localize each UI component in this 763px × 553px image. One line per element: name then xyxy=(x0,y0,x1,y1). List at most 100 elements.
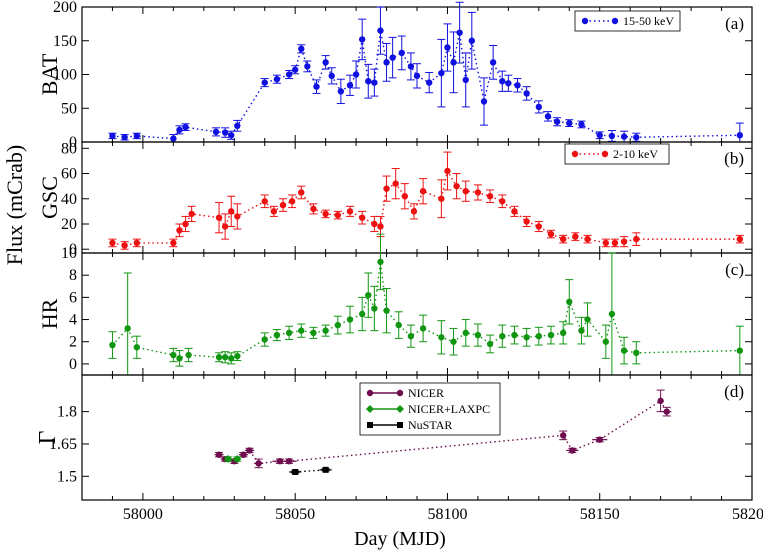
data-point xyxy=(328,72,335,80)
y-tick-label: 50 xyxy=(61,100,77,117)
data-point xyxy=(620,347,628,354)
data-point xyxy=(535,103,543,111)
data-point xyxy=(371,305,378,312)
data-point xyxy=(474,189,482,196)
y-tick-label: 60 xyxy=(61,166,77,183)
panel-ylabel: BAT xyxy=(37,53,62,95)
x-tick-label: 58200 xyxy=(732,506,763,523)
data-point xyxy=(188,210,195,218)
data-point xyxy=(523,90,530,97)
data-point xyxy=(383,307,390,314)
data-point xyxy=(215,354,223,361)
data-point xyxy=(559,432,567,439)
data-point xyxy=(109,341,116,349)
data-point xyxy=(358,310,366,318)
y-tick-label: 20 xyxy=(61,216,77,233)
data-point xyxy=(578,121,585,128)
legend-marker xyxy=(581,17,589,25)
data-point xyxy=(304,63,311,70)
data-point xyxy=(596,132,603,139)
data-point xyxy=(292,468,299,475)
data-point xyxy=(377,258,384,266)
data-point xyxy=(559,235,567,243)
data-point xyxy=(438,195,445,202)
series-connector xyxy=(112,30,740,140)
data-point xyxy=(474,331,482,339)
x-axis-label: Day (MJD) xyxy=(354,528,446,550)
data-point xyxy=(371,220,378,228)
data-point xyxy=(611,239,619,247)
panel-ylabel: Γ xyxy=(35,430,61,444)
data-point xyxy=(572,233,579,240)
data-point xyxy=(221,223,229,230)
x-tick-label: 58100 xyxy=(427,506,467,523)
data-point xyxy=(322,466,329,473)
data-point xyxy=(182,123,189,131)
data-point xyxy=(365,78,372,85)
data-point xyxy=(228,355,235,362)
data-point xyxy=(578,327,585,334)
data-point xyxy=(109,239,116,247)
data-point xyxy=(383,59,390,66)
data-point xyxy=(261,198,268,205)
series-nicer-laxpc xyxy=(224,455,242,464)
data-point xyxy=(109,132,116,140)
data-point xyxy=(444,44,451,51)
data-point xyxy=(633,134,640,141)
data-point xyxy=(511,331,518,339)
data-point xyxy=(176,227,183,234)
series-hr xyxy=(108,233,744,376)
data-point xyxy=(462,187,469,195)
data-point xyxy=(547,230,555,238)
legend-label: 15-50 keV xyxy=(623,14,674,28)
data-point xyxy=(215,214,223,221)
data-point xyxy=(608,310,616,318)
data-point xyxy=(389,54,396,61)
data-point xyxy=(298,327,305,334)
data-point xyxy=(170,135,177,142)
data-point xyxy=(410,208,418,215)
data-point xyxy=(736,235,744,243)
data-point xyxy=(736,347,744,354)
data-point xyxy=(584,235,591,243)
data-point xyxy=(322,210,329,218)
data-point xyxy=(392,180,399,187)
data-point xyxy=(228,208,235,215)
data-point xyxy=(334,211,342,219)
legend: 2-10 keV xyxy=(564,143,670,165)
data-point xyxy=(383,185,390,192)
data-point xyxy=(511,208,518,215)
panel-hr: 0 2 4 6 8 10 HR (c) xyxy=(37,233,753,376)
panel-ylabel: GSC xyxy=(37,176,62,219)
y-tick-label: 150 xyxy=(53,33,77,50)
data-point xyxy=(337,88,345,95)
panel-label: (d) xyxy=(724,382,744,401)
data-point xyxy=(285,71,293,78)
data-point xyxy=(212,128,220,136)
data-point xyxy=(346,208,354,215)
data-point xyxy=(544,113,552,120)
legend-marker xyxy=(396,389,404,397)
data-point xyxy=(121,242,128,249)
data-point xyxy=(398,49,405,57)
legend-marker xyxy=(366,389,374,397)
legend-label: NICER+LAXPC xyxy=(408,402,490,416)
legend-label: NuSTAR xyxy=(408,418,452,432)
data-point xyxy=(313,83,320,90)
data-point xyxy=(352,71,360,78)
series-nustar xyxy=(289,466,332,475)
data-point xyxy=(395,321,402,329)
data-point xyxy=(499,332,506,340)
data-point xyxy=(170,239,177,247)
y-tick-label: 80 xyxy=(61,140,77,157)
legend-marker xyxy=(397,422,403,428)
legend-marker xyxy=(601,150,609,158)
panel-gamma: 1.5 1.65 1.8 Γ (d) NICER NICER+LAXPC NuSTAR xyxy=(35,374,753,501)
data-point xyxy=(270,208,278,215)
data-point xyxy=(133,132,141,140)
data-point xyxy=(133,344,141,351)
data-point xyxy=(419,325,427,332)
data-point xyxy=(523,334,530,341)
y-tick-label: 0 xyxy=(69,356,77,373)
